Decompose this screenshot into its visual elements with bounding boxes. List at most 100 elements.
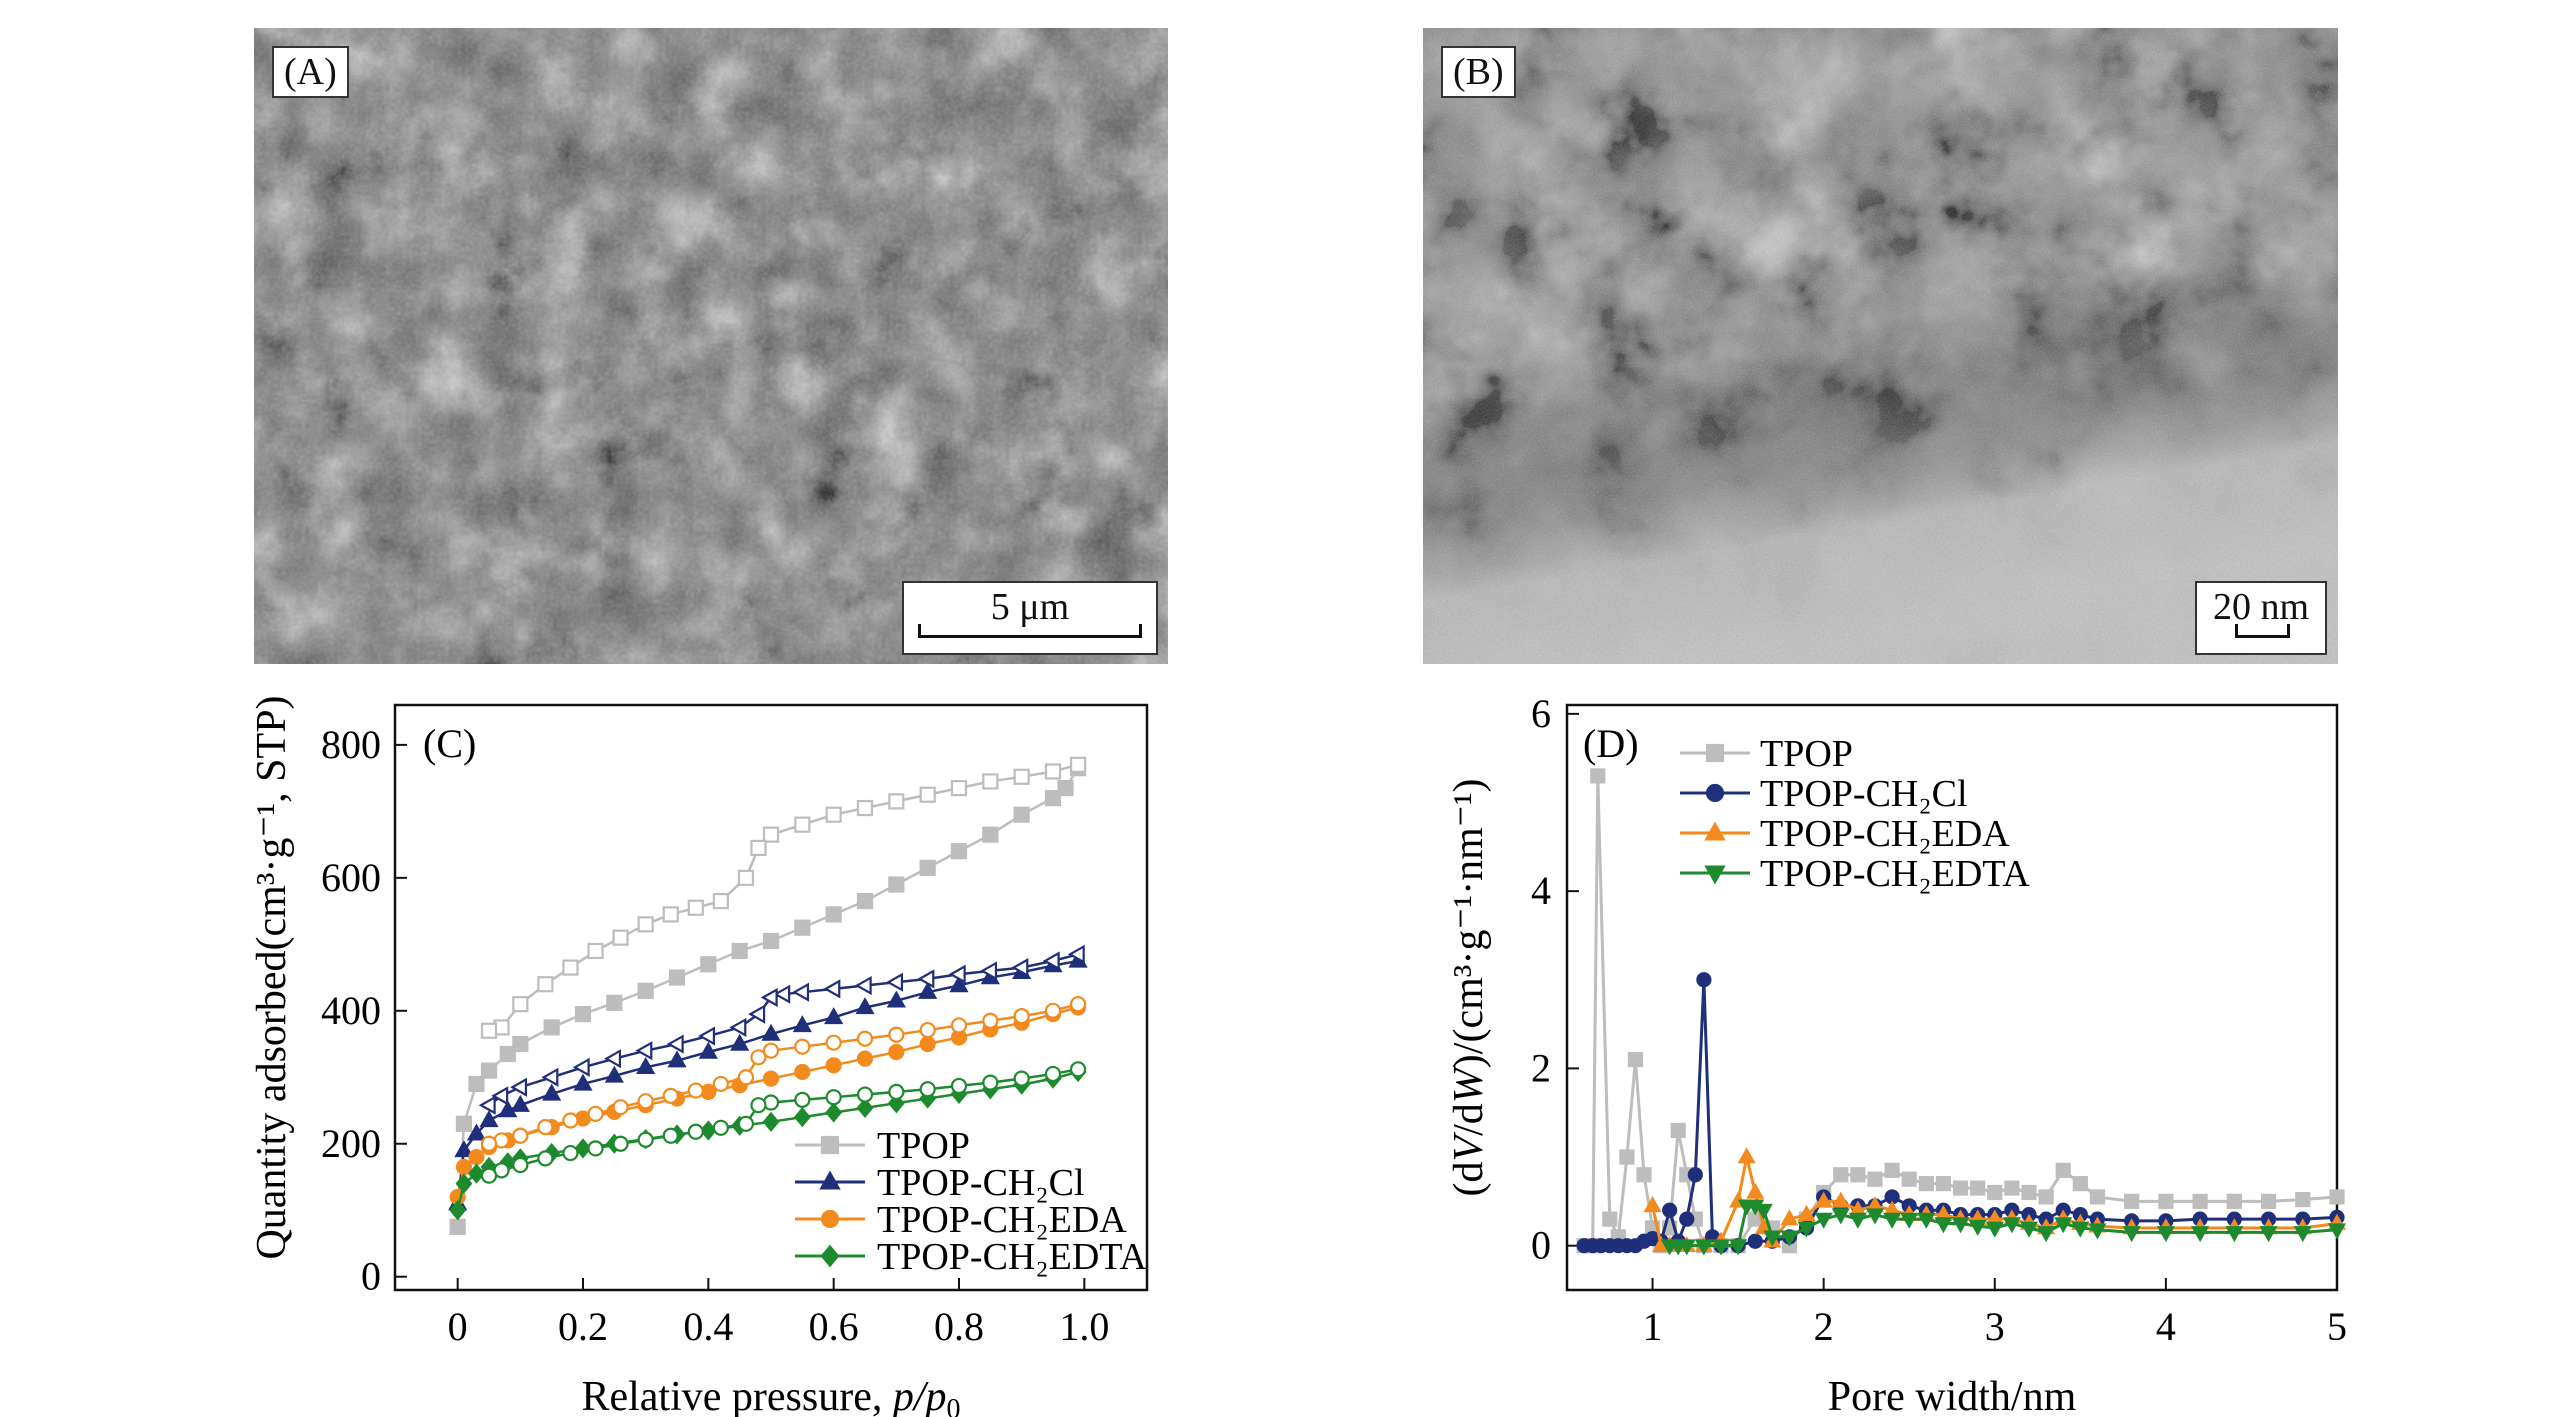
data-point bbox=[1833, 1167, 1849, 1183]
data-point bbox=[2088, 1223, 2107, 1240]
desorption-point bbox=[917, 969, 935, 989]
adsorption-point bbox=[574, 1138, 592, 1159]
adsorption-point bbox=[888, 876, 905, 893]
desorption-point bbox=[886, 972, 904, 992]
data-point bbox=[1619, 1149, 1635, 1165]
adsorption-point bbox=[542, 1083, 562, 1101]
data-point bbox=[1814, 1191, 1833, 1208]
legend-label: TPOP-CH₂EDTA bbox=[1760, 853, 2030, 895]
adsorption-point bbox=[950, 843, 968, 860]
y-tick-label-d: 6 bbox=[1531, 691, 1551, 736]
data-point bbox=[2259, 1226, 2278, 1243]
data-point bbox=[1763, 1230, 1782, 1247]
x-tick-label-d: 3 bbox=[1985, 1304, 2005, 1349]
data-point bbox=[2226, 1193, 2242, 1209]
adsorption-point bbox=[794, 919, 811, 936]
desorption-point bbox=[794, 816, 811, 833]
data-point bbox=[1754, 1203, 1773, 1220]
desorption-point bbox=[982, 773, 999, 790]
plot-frame-c bbox=[393, 703, 1149, 1292]
series-tpop-ch-edta bbox=[1660, 1199, 2347, 1256]
desorption-point bbox=[856, 1086, 874, 1103]
data-point bbox=[2071, 1221, 2090, 1238]
data-point bbox=[1602, 1211, 1618, 1227]
desorption-point bbox=[541, 1067, 559, 1087]
x-tick-label-d: 4 bbox=[2156, 1304, 2176, 1349]
desorption-point bbox=[1044, 763, 1062, 780]
desorption-point bbox=[919, 786, 936, 803]
data-point bbox=[2054, 1217, 2073, 1234]
data-point bbox=[1746, 1182, 1765, 1199]
x-axis-label-d: Pore width/nm bbox=[1828, 1374, 2077, 1417]
data-point bbox=[1935, 1176, 1952, 1192]
desorption-point bbox=[1011, 958, 1029, 978]
legend-marker bbox=[1704, 865, 1726, 885]
desorption-point bbox=[950, 1017, 968, 1034]
data-point bbox=[1883, 1212, 1902, 1229]
adsorption-point bbox=[636, 1057, 656, 1075]
adsorption-point bbox=[792, 1015, 812, 1033]
adsorption-point bbox=[468, 1163, 485, 1184]
legend-marker bbox=[820, 1244, 840, 1268]
adsorption-point bbox=[574, 1006, 592, 1023]
data-point bbox=[1867, 1171, 1883, 1187]
data-point bbox=[1865, 1208, 1885, 1225]
data-point bbox=[1918, 1176, 1934, 1192]
desorption-point bbox=[478, 1095, 496, 1115]
desorption-point bbox=[919, 1021, 936, 1039]
desorption-point bbox=[572, 1057, 590, 1077]
desorption-point bbox=[794, 1091, 811, 1108]
adsorption-point bbox=[856, 1050, 874, 1067]
desorption-point bbox=[712, 893, 729, 910]
data-point bbox=[1831, 1191, 1850, 1208]
y-tick-label-c: 400 bbox=[321, 988, 381, 1033]
data-point bbox=[1814, 1212, 1833, 1229]
desorption-point bbox=[637, 916, 654, 933]
scale-bar-a: 5 μm bbox=[902, 581, 1158, 655]
desorption-point bbox=[480, 1135, 498, 1152]
adsorption-point bbox=[606, 994, 623, 1011]
x-tick-label-c: 0.8 bbox=[934, 1304, 984, 1349]
adsorption-point bbox=[604, 1065, 624, 1083]
sem-micrograph bbox=[254, 28, 1168, 664]
desorption-point bbox=[737, 1115, 755, 1132]
legend-marker bbox=[1704, 821, 1726, 841]
y-tick-label-c: 200 bbox=[321, 1121, 381, 1166]
adsorption-point bbox=[573, 1073, 593, 1091]
series-tpop-ch-edta bbox=[449, 1061, 1087, 1221]
desorption-point bbox=[612, 929, 629, 946]
adsorption-point bbox=[949, 975, 969, 993]
data-point bbox=[1747, 1233, 1763, 1249]
desorption-point bbox=[1013, 1008, 1030, 1025]
data-point bbox=[1780, 1209, 1799, 1226]
data-point bbox=[2293, 1226, 2312, 1243]
desorption-point bbox=[1069, 996, 1087, 1013]
desorption-point bbox=[982, 1074, 999, 1091]
desorption-point bbox=[1069, 756, 1087, 773]
desorption-point bbox=[1042, 951, 1060, 971]
desorption-point bbox=[1069, 1061, 1087, 1078]
desorption-point bbox=[687, 899, 704, 916]
adsorption-point bbox=[982, 826, 999, 843]
data-point bbox=[1670, 1122, 1686, 1139]
x-tick-label-c: 0.6 bbox=[809, 1304, 859, 1349]
desorption-point bbox=[888, 793, 905, 810]
adsorption-point bbox=[793, 1107, 811, 1128]
data-point bbox=[2004, 1180, 2020, 1196]
scale-bar-b: 20 nm bbox=[2195, 581, 2327, 655]
adsorption-point bbox=[454, 1140, 474, 1158]
desorption-point bbox=[587, 942, 604, 960]
data-point bbox=[1850, 1167, 1866, 1183]
desorption-point bbox=[604, 1049, 622, 1069]
data-point bbox=[1952, 1180, 1969, 1196]
adsorption-point bbox=[1057, 779, 1074, 797]
adsorption-point bbox=[919, 1035, 936, 1053]
desorption-point bbox=[637, 1093, 654, 1110]
desorption-point bbox=[792, 982, 810, 1002]
adsorption-point bbox=[667, 1050, 687, 1068]
plot-frame-d bbox=[1565, 703, 2339, 1292]
adsorption-point bbox=[794, 1063, 811, 1081]
data-point bbox=[1797, 1221, 1816, 1238]
desorption-point bbox=[980, 961, 998, 981]
data-point bbox=[2021, 1184, 2037, 1201]
